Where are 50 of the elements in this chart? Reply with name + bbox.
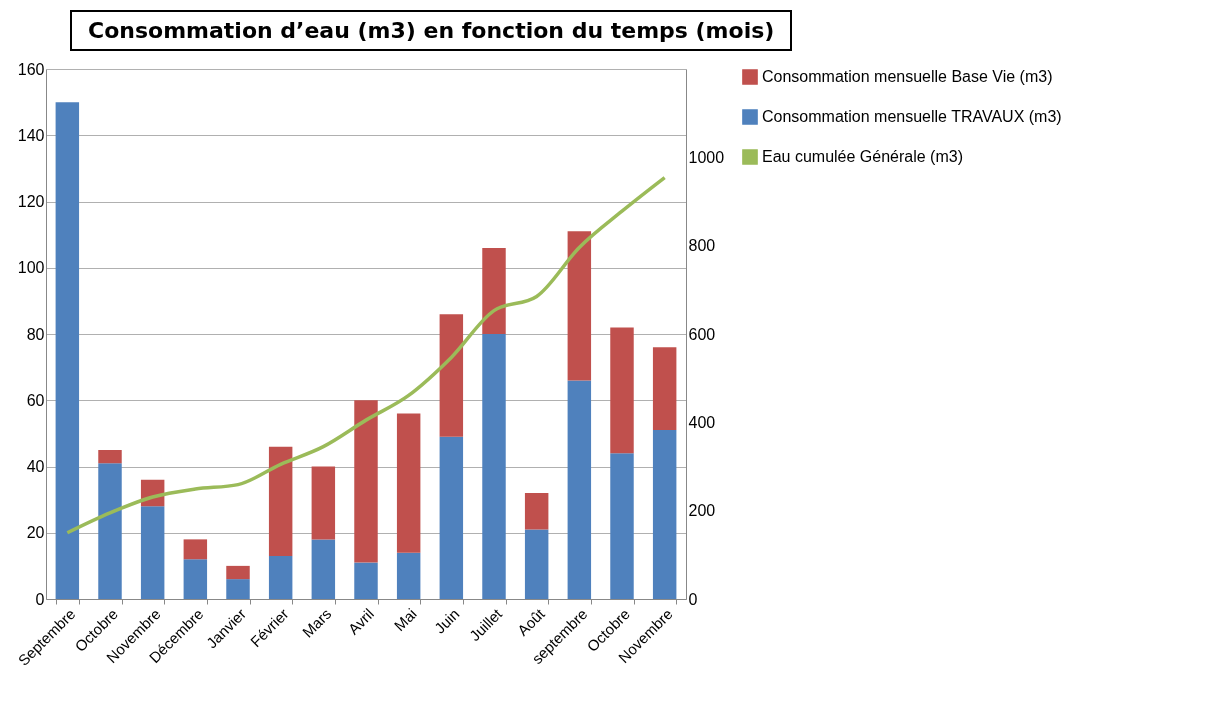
bar: [567, 380, 592, 599]
legend-label: Consommation mensuelle Base Vie (m3): [762, 68, 1053, 85]
bar: [482, 247, 506, 334]
bar: [98, 449, 122, 464]
chart-title: Consommation d’eau (m3) en fonction du temps (mois): [70, 10, 793, 51]
bar: [354, 562, 378, 599]
line-series: [65, 175, 667, 535]
y2-tick-label: 200: [688, 502, 716, 520]
bar: [268, 446, 293, 556]
bar: [439, 436, 464, 599]
y-tick-label: 40: [26, 458, 45, 475]
bar: [140, 506, 165, 599]
legend-label: Eau cumulée Générale (m3): [762, 148, 963, 165]
bar: [183, 559, 208, 599]
y-tick-label: 100: [17, 259, 45, 277]
y2-tick-label: 600: [688, 325, 716, 343]
bar: [482, 334, 506, 599]
bar: [268, 555, 293, 599]
bar: [567, 231, 592, 381]
bar: [311, 466, 336, 540]
y2-tick-label: 1000: [688, 148, 725, 166]
x-tick-label: Juin: [430, 605, 463, 637]
y-tick-label: 160: [17, 60, 45, 78]
y-tick-label: 80: [26, 325, 45, 343]
bar: [98, 463, 122, 599]
bar: [311, 539, 336, 599]
bar: [226, 579, 250, 599]
bar: [610, 453, 634, 599]
bar: [396, 552, 421, 599]
bar: [55, 102, 80, 599]
bar: [652, 347, 677, 431]
y-tick-label: 60: [26, 391, 45, 409]
y2-tick-label: 400: [688, 413, 716, 431]
bar: [524, 493, 549, 530]
y-tick-label: 20: [26, 524, 45, 542]
bar: [524, 529, 549, 599]
bar: [439, 314, 464, 437]
bar: [610, 327, 634, 454]
y2-tick-label: 0: [688, 590, 698, 608]
y-tick-label: 140: [17, 126, 45, 144]
bar: [354, 400, 378, 563]
bar: [183, 539, 208, 560]
bar: [396, 413, 421, 553]
bar: [652, 430, 677, 599]
legend-label: Consommation mensuelle TRAVAUX (m3): [762, 108, 1062, 125]
bar: [226, 565, 250, 580]
y-tick-label: 120: [17, 193, 45, 210]
x-tick-label: Mai: [390, 605, 420, 635]
y2-tick-label: 800: [688, 237, 716, 255]
y-tick-label: 0: [35, 590, 45, 608]
